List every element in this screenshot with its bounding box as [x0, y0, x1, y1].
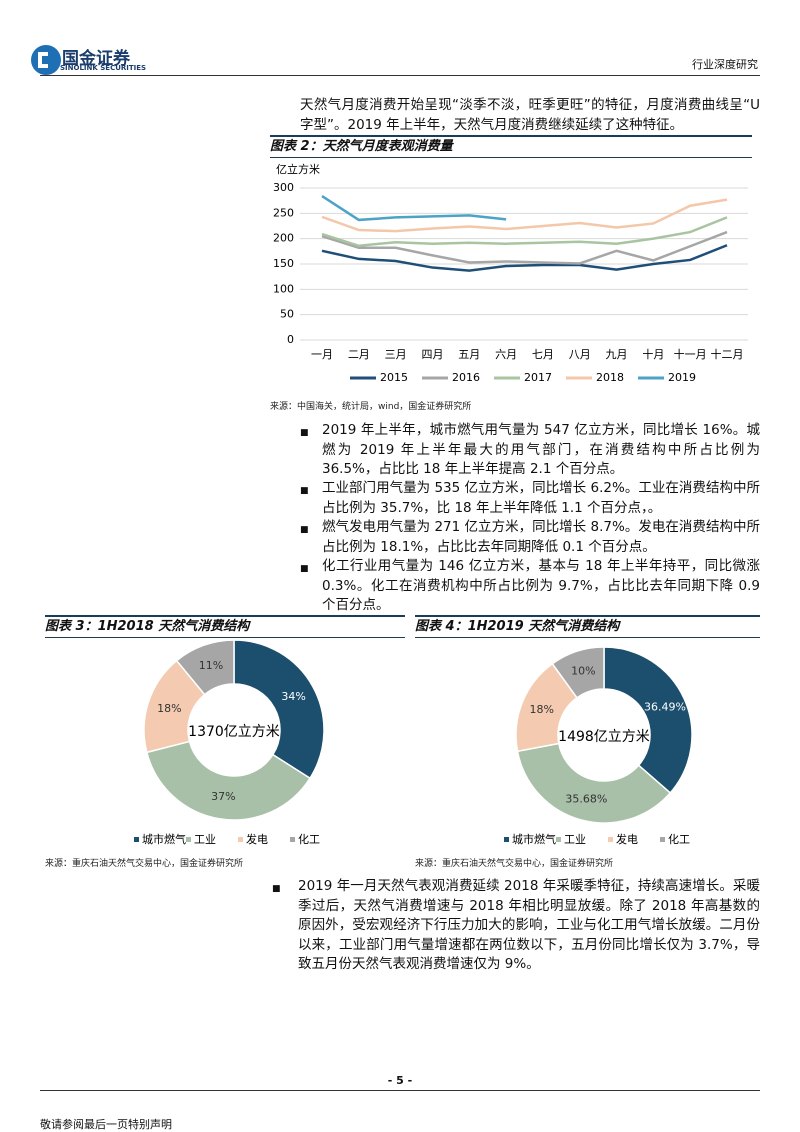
- legend-swatch: [134, 837, 139, 842]
- pie-slice: [145, 740, 312, 821]
- pie-slice: [603, 646, 693, 794]
- slice-label: 10%: [571, 664, 595, 677]
- x-tick-label: 六月: [495, 348, 517, 361]
- legend-label: 2019: [668, 371, 696, 384]
- series-line: [321, 216, 728, 248]
- chart-title: 图表 3：1H2018 天然气消费结构: [45, 615, 405, 638]
- slice-label: 18%: [157, 702, 181, 715]
- series-line: [321, 230, 728, 265]
- legend-swatch: [608, 837, 613, 842]
- series-line: [321, 198, 728, 233]
- slice-label: 18%: [530, 703, 554, 716]
- bullet: 燃气发电用气量为 271 亿立方米，同比增长 8.7%。发电在消费结构中所占比例…: [322, 519, 760, 555]
- company: 国金证券: [62, 49, 130, 69]
- bullet: 化工行业用气量为 146 亿立方米，基本与 18 年上半年持平，同比微涨 0.3…: [322, 558, 760, 613]
- y-tick-label: 150: [273, 257, 294, 270]
- bullet-marker: ■: [300, 564, 309, 574]
- legend-swatch: [290, 837, 295, 842]
- slice-label: 36.49%: [644, 700, 686, 713]
- header-rule: [40, 75, 760, 76]
- x-tick-label: 八月: [569, 348, 591, 361]
- chart-title: 图表 4：1H2019 天然气消费结构: [415, 615, 760, 638]
- pie-slice: [551, 646, 605, 699]
- source: 来源：重庆石油天然气交易中心，国金证券研究所: [45, 859, 244, 869]
- legend-label: 工业: [194, 833, 216, 846]
- line-chart: 亿立方米 0 50 100 150 200 250 300 一月 二月 三月 四月 五月 六月 七月 八月 九月…: [273, 162, 748, 384]
- legend-label: 化工: [298, 832, 320, 846]
- legend-swatch: [238, 837, 243, 842]
- x-tick-label: 二月: [348, 348, 370, 361]
- footer-rule: [40, 1090, 760, 1091]
- bullet-marker: ■: [300, 486, 309, 496]
- legend-label: 2016: [452, 371, 480, 384]
- x-tick-label: 七月: [532, 348, 554, 361]
- legend-label: 城市燃气: [512, 832, 556, 846]
- legend-label: 2015: [380, 371, 408, 384]
- y-tick-label: 100: [273, 282, 294, 295]
- report-type: 行业深度研究: [692, 58, 758, 71]
- pie-slice: [175, 639, 235, 696]
- y-tick-label: 250: [273, 206, 294, 219]
- paragraph: 天然气月度消费开始呈现“淡季不淡，旺季更旺”的特征，月度消费曲线呈“U 字型”。…: [300, 97, 760, 133]
- legend-label: 化工: [668, 832, 690, 846]
- x-tick-label: 十一月: [674, 347, 707, 361]
- x-tick-label: 四月: [421, 348, 443, 361]
- disclaimer: 敬请参阅最后一页特别声明: [40, 1118, 172, 1131]
- y-axis-label: 亿立方米: [276, 162, 320, 176]
- pie-slice: [233, 639, 325, 780]
- series-line: [321, 244, 728, 272]
- bullet-marker: ■: [300, 525, 309, 535]
- center-label: 1370亿立方米: [188, 724, 280, 740]
- y-tick-label: 50: [280, 308, 294, 321]
- slice-label: 35.68%: [565, 793, 607, 806]
- source: 来源：中国海关，统计局，wind，国金证券研究所: [270, 402, 472, 412]
- legend-swatch: [556, 837, 561, 842]
- legend-label: 2018: [596, 371, 624, 384]
- legend-label: 2017: [524, 371, 552, 384]
- bullet: 2019 年上半年，城市燃气用气量为 547 亿立方米，同比增长 16%。城燃为…: [322, 422, 760, 477]
- x-tick-label: 九月: [606, 348, 628, 361]
- bullet: 工业部门用气量为 535 亿立方米，同比增长 6.2%。工业在消费结构中所占比例…: [322, 480, 760, 516]
- y-tick-label: 200: [273, 232, 294, 245]
- slice-label: 11%: [199, 659, 223, 672]
- page-number: - 5 -: [387, 1074, 413, 1087]
- logo: [31, 45, 61, 75]
- slice-label: 34%: [281, 690, 305, 703]
- legend-label: 城市燃气: [142, 832, 186, 846]
- legend-label: 发电: [246, 832, 268, 846]
- bullet: 2019 年一月天然气表观消费延续 2018 年采暖季特征，持续高速增长。采暖季…: [298, 878, 760, 972]
- legend-swatch: [660, 837, 665, 842]
- slice-label: 37%: [211, 790, 235, 803]
- y-tick-label: 300: [273, 181, 294, 194]
- x-tick-label: 一月: [311, 348, 333, 361]
- y-tick-label: 0: [287, 333, 294, 346]
- x-tick-label: 十二月: [711, 347, 744, 361]
- chart-title: 图表 2：天然气月度表观消费量: [270, 135, 752, 158]
- bullet-marker: ■: [272, 884, 281, 894]
- series-line: [321, 195, 507, 222]
- x-tick-label: 三月: [385, 348, 407, 361]
- bullet-marker: ■: [300, 428, 309, 438]
- legend-label: 工业: [564, 833, 586, 846]
- pie-slice: [516, 742, 672, 824]
- legend-swatch: [504, 837, 509, 842]
- legend-label: 发电: [616, 832, 638, 846]
- legend-swatch: [186, 837, 191, 842]
- center-label: 1498亿立方米: [558, 729, 650, 745]
- company-en: SINOLINK SECURITIES: [60, 64, 147, 72]
- source: 来源：重庆石油天然气交易中心，国金证券研究所: [415, 859, 614, 869]
- x-tick-label: 十月: [642, 347, 664, 361]
- x-tick-label: 五月: [458, 348, 480, 361]
